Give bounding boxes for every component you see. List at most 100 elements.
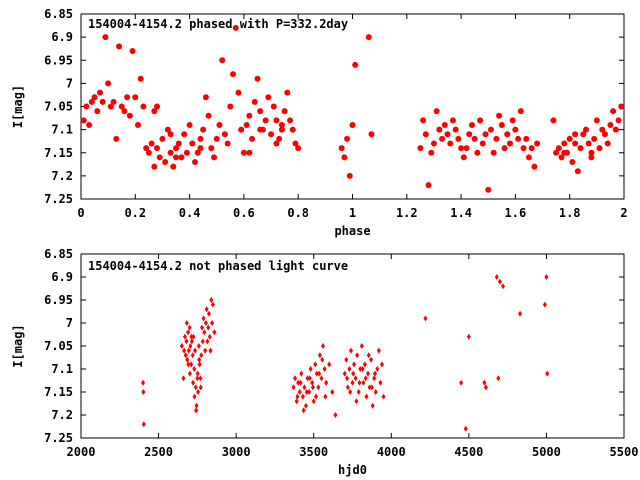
data-point — [436, 126, 443, 133]
data-point — [545, 370, 550, 377]
data-point — [181, 131, 188, 138]
data-point — [182, 333, 187, 340]
data-point — [197, 361, 202, 368]
data-point — [179, 343, 184, 349]
data-point — [604, 140, 611, 147]
y-tick-label: 7.25 — [44, 192, 73, 206]
data-point — [293, 375, 298, 382]
data-point — [196, 389, 201, 395]
x-tick-label: 0.4 — [179, 206, 201, 220]
x-tick-label: 5500 — [610, 445, 639, 459]
data-point — [360, 366, 365, 372]
data-point — [347, 366, 352, 372]
data-point — [433, 108, 440, 115]
data-point — [191, 379, 196, 386]
data-point — [482, 131, 489, 138]
data-point — [238, 126, 245, 133]
data-point — [126, 112, 133, 119]
y-tick-label: 6.85 — [44, 7, 73, 21]
data-point — [490, 149, 497, 156]
data-point — [439, 135, 446, 142]
data-point — [295, 393, 300, 400]
data-point — [569, 159, 576, 165]
data-point — [358, 366, 363, 372]
data-point — [227, 103, 234, 110]
data-point — [485, 186, 492, 193]
data-point — [610, 108, 617, 115]
data-point — [348, 347, 353, 354]
y-tick-label: 7 — [66, 76, 73, 90]
data-point — [188, 343, 193, 349]
data-point — [479, 140, 486, 147]
data-point — [466, 333, 471, 340]
data-point — [105, 80, 112, 87]
data-point — [273, 140, 280, 147]
data-point — [159, 135, 166, 142]
data-point — [348, 389, 353, 395]
y-tick-label: 7.25 — [44, 431, 73, 445]
data-point — [300, 393, 305, 400]
x-tick-label: 1.6 — [505, 206, 527, 220]
y-tick-label: 7 — [66, 316, 73, 330]
data-point — [308, 366, 313, 372]
data-point — [582, 126, 589, 133]
data-point — [299, 370, 304, 377]
data-point — [458, 145, 465, 152]
data-point — [307, 375, 312, 382]
data-point — [544, 274, 549, 280]
data-point — [156, 154, 163, 161]
data-point — [194, 149, 201, 156]
data-point — [113, 135, 120, 142]
data-point — [591, 135, 598, 142]
data-point — [319, 375, 324, 382]
data-point — [262, 117, 269, 124]
data-point — [151, 108, 158, 115]
data-point — [301, 407, 306, 414]
data-point — [145, 149, 152, 156]
data-point — [193, 347, 198, 354]
data-point — [523, 135, 530, 142]
data-point — [80, 117, 87, 124]
data-point — [154, 103, 161, 110]
data-point — [151, 163, 158, 170]
data-point — [355, 352, 360, 359]
data-point — [444, 131, 451, 138]
data-point — [181, 375, 186, 382]
y-tick-label: 6.95 — [44, 53, 73, 67]
data-point — [209, 297, 214, 303]
data-point — [373, 389, 378, 395]
data-point — [316, 384, 321, 391]
data-point — [496, 375, 501, 382]
data-point — [193, 384, 198, 391]
data-point — [368, 131, 375, 138]
unphased-chart-title: 154004-4154.2 not phased light curve — [88, 259, 348, 273]
y-tick-label: 7.1 — [51, 123, 73, 137]
data-point — [235, 89, 242, 96]
data-point — [124, 94, 131, 101]
data-point — [425, 182, 432, 189]
data-point — [561, 140, 568, 147]
data-point — [353, 375, 358, 382]
data-point — [198, 384, 203, 391]
data-point — [460, 154, 467, 161]
x-tick-label: 2500 — [144, 445, 173, 459]
data-point — [354, 398, 359, 405]
data-point — [102, 34, 109, 41]
data-point — [558, 154, 565, 161]
data-point — [270, 103, 277, 110]
data-point — [342, 370, 347, 377]
data-point — [477, 117, 484, 124]
data-point — [243, 122, 250, 128]
data-point — [534, 140, 541, 147]
y-tick-label: 6.85 — [44, 247, 73, 261]
data-point — [189, 140, 196, 147]
data-point — [512, 126, 519, 133]
data-point — [189, 338, 194, 345]
data-point — [167, 149, 174, 156]
data-point — [345, 384, 350, 391]
data-point — [212, 329, 217, 336]
data-point — [204, 306, 209, 313]
data-point — [194, 402, 199, 409]
data-point — [498, 122, 505, 128]
